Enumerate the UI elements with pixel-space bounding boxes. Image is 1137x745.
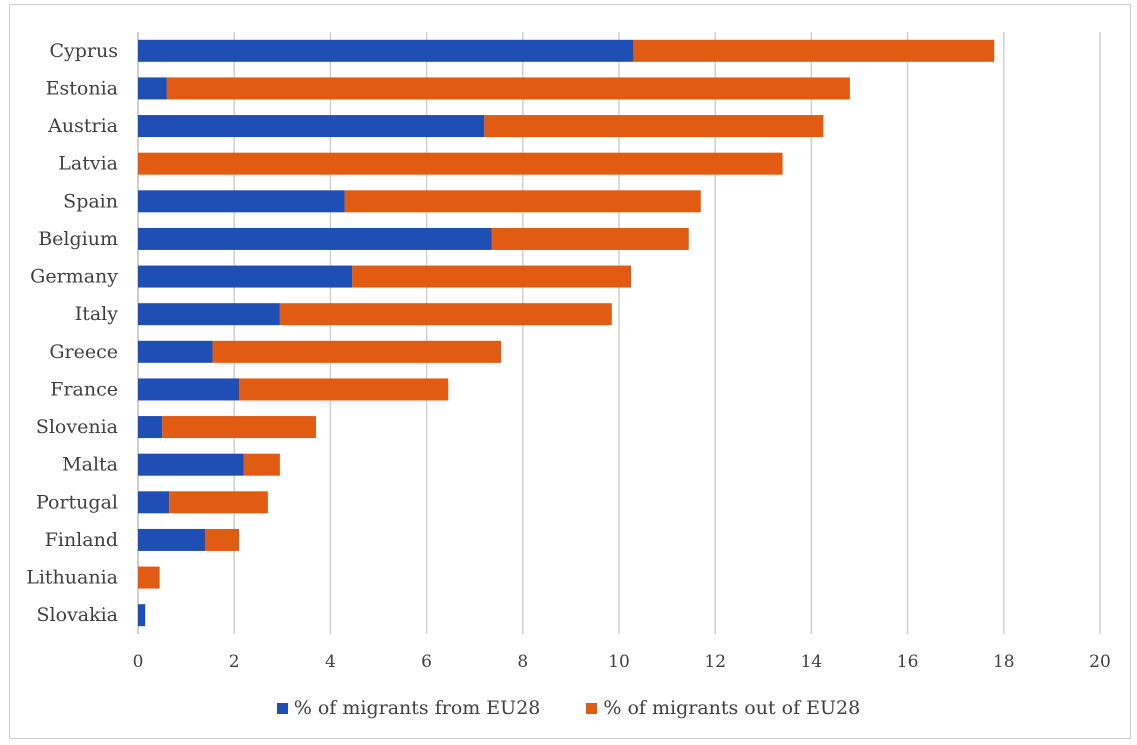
legend-item-eu28: % of migrants from EU28 [276,697,541,719]
bar-segment-non-eu28 [352,265,632,288]
legend-label-eu28: % of migrants from EU28 [293,697,541,719]
category-label: Austria [47,115,118,137]
bar-segment-eu28 [138,39,634,62]
bar-segment-eu28 [138,604,146,627]
x-tick-label: 0 [133,652,144,672]
bar-segment-eu28 [138,453,244,476]
category-label: Greece [49,341,118,363]
x-tick-label: 4 [325,652,336,672]
bar-segment-eu28 [138,77,167,100]
bar-segment-eu28 [138,190,345,213]
category-label: Portugal [36,491,118,513]
bar-segment-eu28 [138,265,353,288]
category-label: Cyprus [49,40,118,62]
bar-segment-non-eu28 [239,378,449,401]
category-label: Finland [45,529,118,551]
category-label: Lithuania [26,567,118,589]
category-label: Estonia [46,77,118,99]
bar-segment-eu28 [138,340,213,363]
bar-segment-non-eu28 [633,39,995,62]
bar-segment-non-eu28 [138,566,160,589]
bar-segment-non-eu28 [243,453,280,476]
legend-swatch-eu28 [276,702,288,714]
bar-segment-eu28 [138,528,206,551]
bars [138,39,995,627]
bar-segment-eu28 [138,227,492,250]
bar-segment-non-eu28 [212,340,502,363]
x-tick-label: 8 [517,652,528,672]
category-label: Germany [30,266,118,288]
x-tick-label: 14 [801,652,823,672]
bar-segment-non-eu28 [205,528,240,551]
bar-segment-non-eu28 [279,303,612,326]
x-tick-label: 18 [993,652,1015,672]
legend-label-non-eu28: % of migrants out of EU28 [603,697,861,719]
x-tick-label: 12 [704,652,726,672]
x-tick-label: 2 [229,652,240,672]
category-label: Malta [62,454,118,476]
bar-segment-eu28 [138,378,240,401]
bar-segment-non-eu28 [166,77,850,100]
category-label: Slovenia [36,416,118,438]
bar-segment-non-eu28 [491,227,689,250]
x-tick-label: 16 [897,652,919,672]
bar-segment-non-eu28 [162,416,316,439]
bar-segment-non-eu28 [344,190,701,213]
category-labels: Cyprus Estonia Austria Latvia Spain Belgium Ge… [26,40,118,626]
bar-segment-eu28 [138,491,170,514]
category-label: Belgium [38,228,118,250]
x-tick-label: 20 [1089,652,1111,672]
bar-segment-eu28 [138,115,485,138]
bar-segment-eu28 [138,416,163,439]
bar-segment-non-eu28 [169,491,268,514]
bar-segment-non-eu28 [484,115,824,138]
category-label: Latvia [58,153,118,175]
legend-swatch-non-eu28 [586,702,598,714]
bar-segment-eu28 [138,303,280,326]
legend: % of migrants from EU28 % of migrants ou… [0,697,1137,719]
category-label: Slovakia [36,604,118,626]
bar-segment-non-eu28 [138,152,783,175]
x-tick-label: 10 [608,652,630,672]
x-tick-label: 6 [421,652,432,672]
category-label: France [50,378,118,400]
category-label: Italy [75,303,119,325]
x-tick-labels: 0 2 4 6 8 10 12 14 16 18 20 [133,652,1111,672]
legend-item-non-eu28: % of migrants out of EU28 [586,697,860,719]
category-label: Spain [63,190,118,212]
